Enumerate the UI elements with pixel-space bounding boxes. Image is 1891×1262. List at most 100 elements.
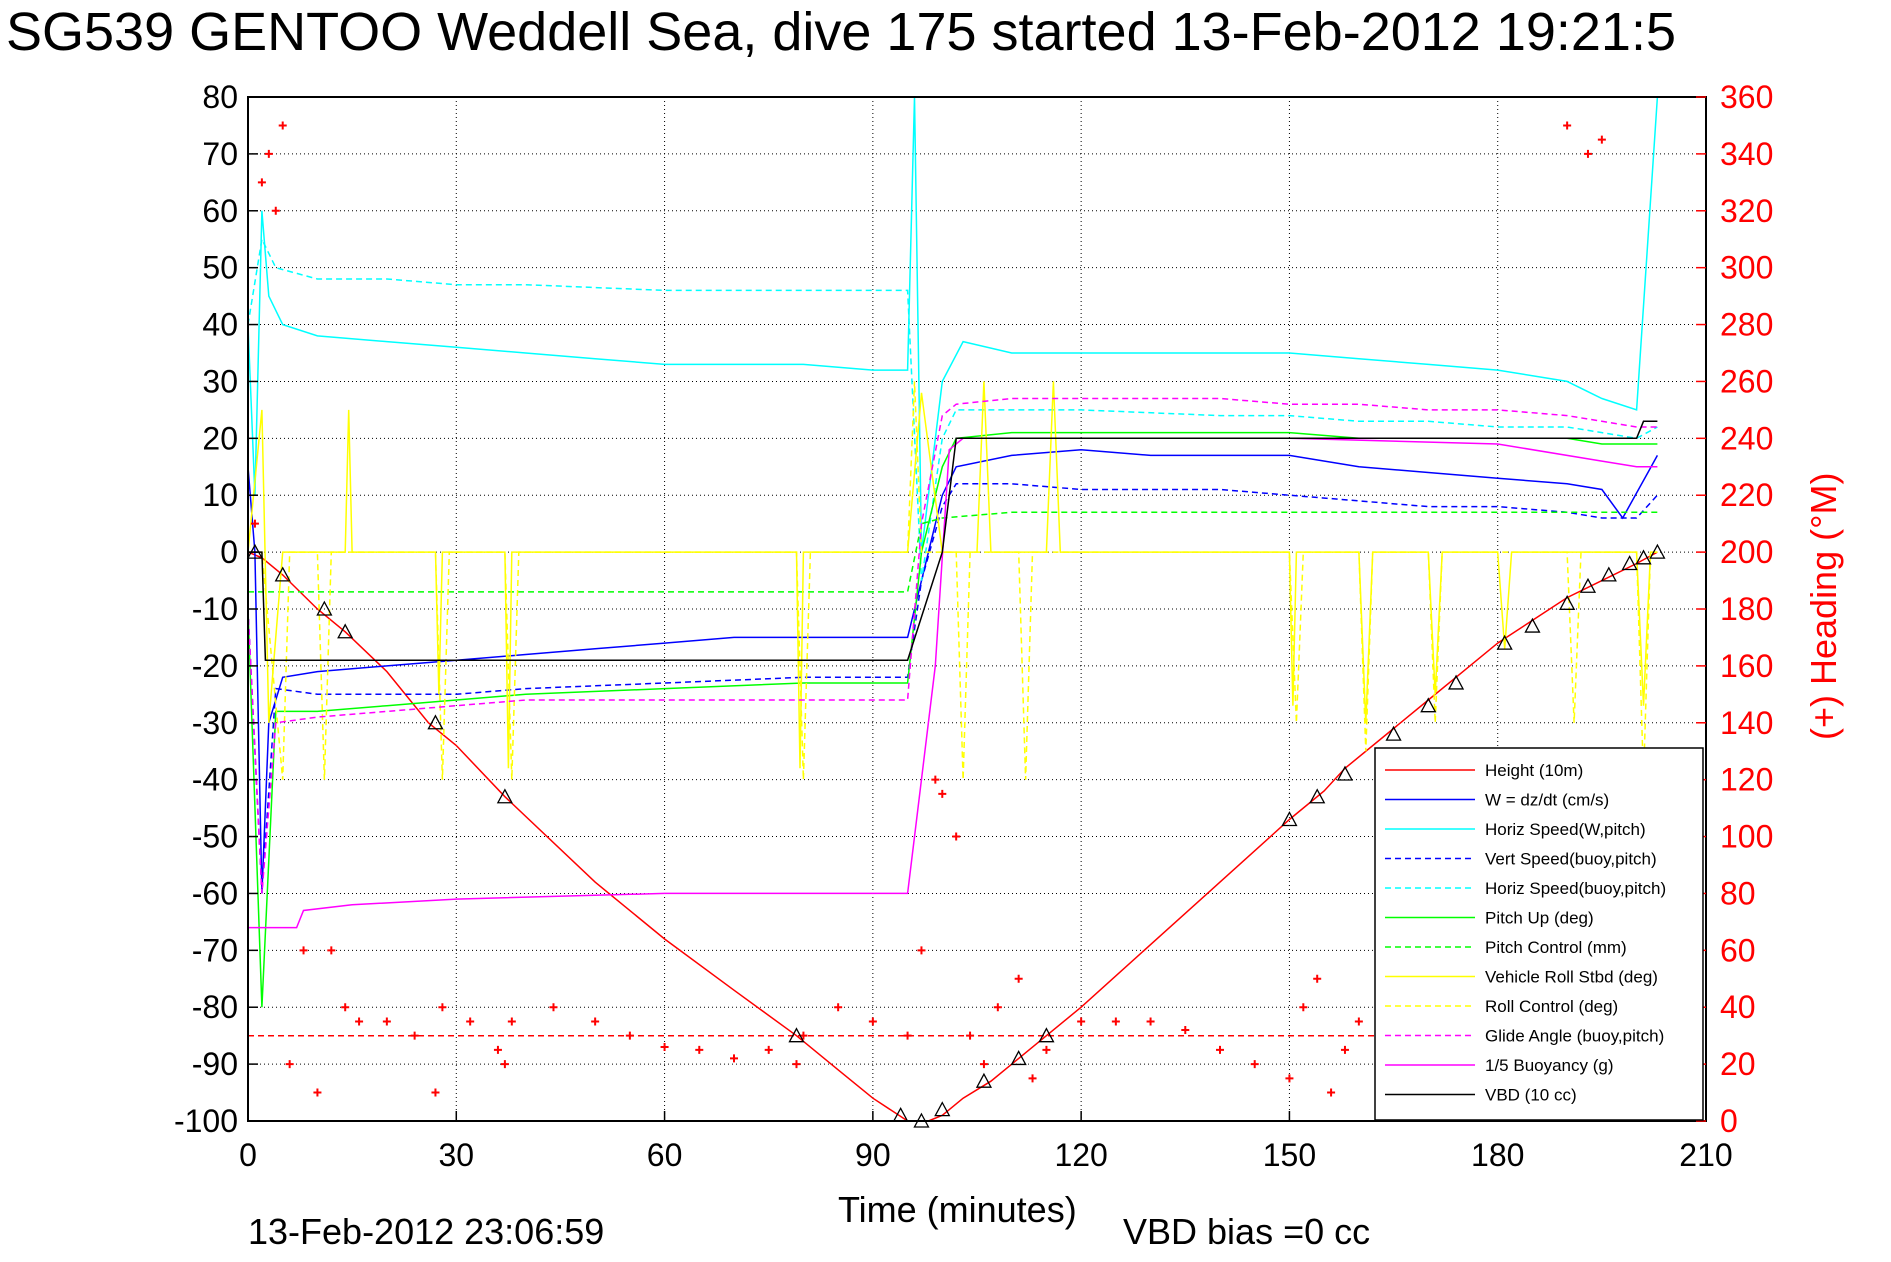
- y-right-tick-label-20: 20: [1720, 1046, 1756, 1082]
- heading-point-51: [1340, 1045, 1349, 1054]
- heading-point-37: [993, 1003, 1002, 1012]
- legend-label-glide-angle-buoy-pitch: Glide Angle (buoy,pitch): [1485, 1027, 1664, 1046]
- series-1-5-buoyancy-g: [248, 437, 1658, 929]
- heading-point-24: [730, 1054, 738, 1063]
- y-right-tick-label-100: 100: [1720, 819, 1773, 855]
- heading-point-15: [466, 1017, 475, 1026]
- legend-label-height-10m: Height (10m): [1485, 761, 1583, 780]
- legend-label-vbd-10-cc: VBD (10 cc): [1485, 1086, 1577, 1105]
- y-tick-label--30: -30: [192, 705, 238, 741]
- legend-label-1-5-buoyancy-g: 1/5 Buoyancy (g): [1485, 1056, 1614, 1075]
- series-vbd-10-cc: [248, 420, 1658, 661]
- triangle-marker-18: [1447, 674, 1465, 690]
- series-pitch-control-mm: [248, 511, 1658, 593]
- heading-point-17: [500, 1060, 509, 1069]
- heading-point-38: [1014, 974, 1023, 983]
- y-tick-label--50: -50: [192, 819, 238, 855]
- y-tick-label--90: -90: [192, 1046, 238, 1082]
- heading-point-54: [1583, 149, 1592, 158]
- triangle-marker-2: [316, 600, 333, 616]
- heading-point-3: [271, 206, 280, 215]
- heading-point-39: [1028, 1074, 1037, 1083]
- heading-point-46: [1250, 1060, 1259, 1069]
- legend-label-roll-control-deg: Roll Control (deg): [1485, 997, 1618, 1016]
- triangle-marker-21: [1559, 594, 1576, 610]
- legend-label-horiz-speed-buoy-pitch: Horiz Speed(buoy,pitch): [1485, 879, 1666, 898]
- triangle-marker-5: [496, 788, 513, 804]
- heading-point-45: [1216, 1045, 1224, 1054]
- heading-point-23: [695, 1045, 704, 1054]
- triangle-marker-1: [274, 566, 291, 582]
- y-right-tick-label-60: 60: [1720, 932, 1756, 968]
- x-tick-label-30: 30: [438, 1137, 474, 1173]
- legend-label-vehicle-roll-stbd-deg: Vehicle Roll Stbd (deg): [1485, 968, 1658, 987]
- legend-label-pitch-up-deg: Pitch Up (deg): [1485, 909, 1594, 928]
- y-right-tick-label-0: 0: [1720, 1103, 1738, 1139]
- y-right-tick-label-140: 140: [1720, 705, 1773, 741]
- heading-point-10: [355, 1017, 364, 1026]
- y-ticks-right: 3603403203002802602402202001801601401201…: [1696, 79, 1773, 1139]
- triangle-marker-15: [1336, 765, 1354, 781]
- heading-point-16: [493, 1045, 502, 1054]
- x-tick-label-0: 0: [239, 1137, 257, 1173]
- y-right-tick-label-360: 360: [1720, 79, 1773, 115]
- heading-point-53: [1563, 121, 1572, 130]
- markers-layer: [246, 543, 1666, 1128]
- heading-point-36: [979, 1060, 988, 1069]
- x-tick-label-150: 150: [1263, 1137, 1316, 1173]
- triangle-marker-22: [1579, 577, 1597, 593]
- series-height-10m: [247, 551, 1658, 1122]
- y-tick-label--60: -60: [192, 875, 238, 911]
- triangle-marker-13: [1281, 811, 1298, 827]
- y-right-tick-label-300: 300: [1720, 250, 1773, 286]
- y-ticks-left: 80 70 60 50 40 30 20 10 0 -10 -20 -30 -40 -50 -60 -70 -8…: [174, 79, 258, 1139]
- x-tick-label-90: 90: [855, 1137, 891, 1173]
- y-right-tick-label-280: 280: [1720, 307, 1773, 343]
- triangle-marker-19: [1496, 634, 1513, 650]
- heading-point-25: [764, 1045, 773, 1054]
- heading-point-43: [1146, 1017, 1155, 1026]
- heading-point-4: [278, 121, 287, 130]
- y-right-tick-label-80: 80: [1720, 875, 1756, 911]
- triangle-marker-10: [975, 1072, 993, 1088]
- heading-point-13: [431, 1088, 440, 1097]
- footer-timestamp: 13-Feb-2012 23:06:59: [248, 1211, 604, 1252]
- x-tick-label-120: 120: [1054, 1137, 1107, 1173]
- triangle-marker-14: [1309, 788, 1326, 804]
- y-tick-label-50: 50: [202, 250, 238, 286]
- heading-point-18: [507, 1017, 516, 1026]
- y-tick-label-60: 60: [202, 193, 238, 229]
- heading-point-2: [264, 149, 273, 158]
- series-glide-angle-buoy-pitch: [247, 397, 1658, 894]
- heading-point-34: [952, 832, 961, 841]
- y-tick-label--100: -100: [174, 1103, 238, 1139]
- heading-point-5: [285, 1060, 294, 1069]
- y-right-tick-label-220: 220: [1720, 477, 1773, 513]
- x-tick-label-180: 180: [1471, 1137, 1524, 1173]
- x-axis-label: Time (minutes): [838, 1189, 1077, 1230]
- heading-point-40: [1042, 1045, 1051, 1054]
- x-ticks: 0 30 60 90 120 150 180 210: [239, 1111, 1733, 1173]
- heading-point-49: [1313, 974, 1322, 983]
- heading-point-6: [299, 946, 308, 955]
- y-tick-label-10: 10: [202, 477, 238, 513]
- y-tick-label--10: -10: [192, 591, 238, 627]
- heading-point-1: [257, 178, 266, 187]
- heading-point-29: [868, 1017, 877, 1026]
- heading-point-50: [1327, 1088, 1336, 1097]
- y-right-tick-label-180: 180: [1720, 591, 1773, 627]
- y-tick-label-70: 70: [202, 136, 238, 172]
- heading-point-52: [1354, 1017, 1363, 1026]
- triangle-marker-25: [1635, 549, 1652, 565]
- y-tick-label-80: 80: [202, 79, 238, 115]
- y-tick-label-40: 40: [202, 307, 238, 343]
- triangle-marker-17: [1420, 697, 1437, 713]
- heading-point-9: [341, 1003, 350, 1012]
- chart-title: SG539 GENTOO Weddell Sea, dive 175 start…: [6, 2, 1676, 62]
- y-tick-label--70: -70: [192, 932, 238, 968]
- heading-point-20: [591, 1017, 600, 1026]
- x-tick-label-210: 210: [1679, 1137, 1732, 1173]
- triangle-marker-4: [427, 714, 444, 730]
- series-layer: [247, 96, 1659, 1122]
- heading-point-11: [382, 1017, 391, 1026]
